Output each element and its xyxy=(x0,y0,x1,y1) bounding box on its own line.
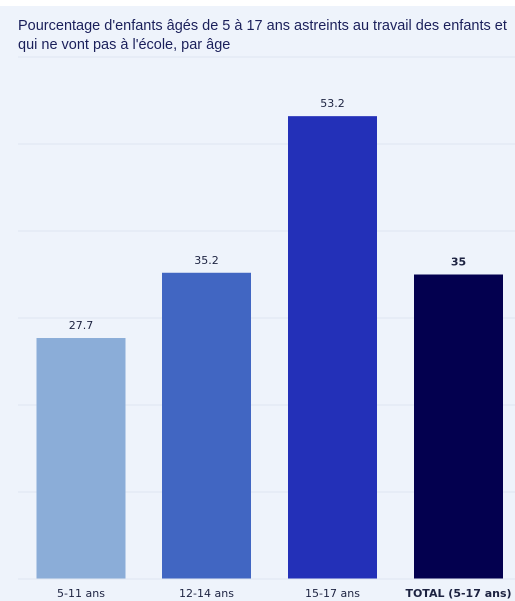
data-label: 35.2 xyxy=(194,254,219,267)
top-strip xyxy=(0,0,515,6)
x-tick-label: 15-17 ans xyxy=(305,587,360,600)
bar xyxy=(36,338,126,579)
bar xyxy=(162,272,251,579)
bar xyxy=(288,116,377,579)
bar xyxy=(414,274,503,579)
chart-title: Pourcentage d'enfants âgés de 5 à 17 ans… xyxy=(18,18,507,53)
data-label: 27.7 xyxy=(69,319,94,332)
data-label: 35 xyxy=(451,256,466,269)
x-tick-label: 12-14 ans xyxy=(179,587,234,600)
x-tick-label: 5-11 ans xyxy=(57,587,105,600)
x-tick-label: TOTAL (5-17 ans) xyxy=(405,587,511,600)
data-label: 53.2 xyxy=(320,97,345,110)
